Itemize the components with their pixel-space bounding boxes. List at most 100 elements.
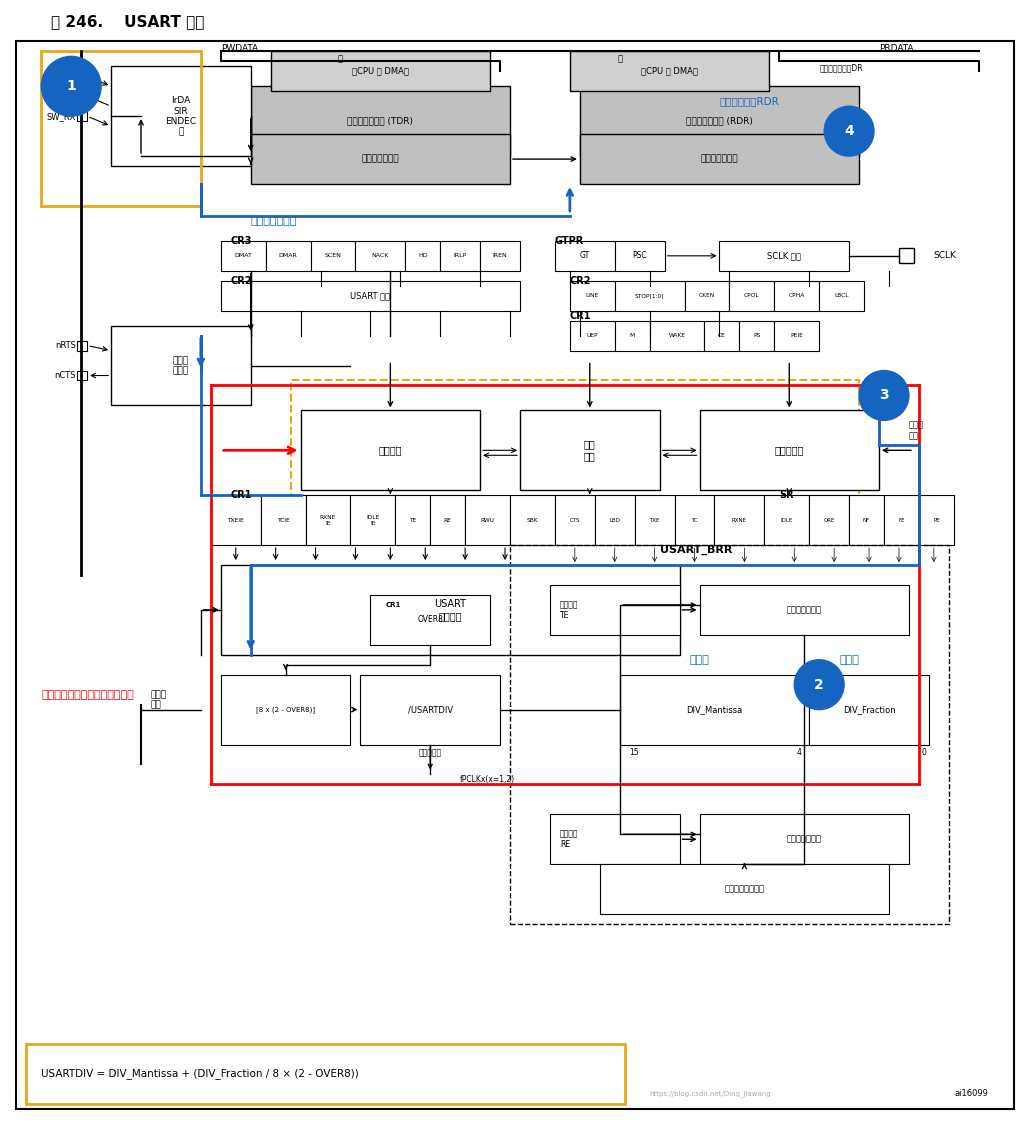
FancyBboxPatch shape [430, 495, 465, 544]
Text: 接收器速率控制: 接收器速率控制 [786, 835, 821, 844]
FancyBboxPatch shape [739, 321, 774, 351]
Text: IREN: IREN [492, 253, 508, 259]
Text: [8 x (2 - OVER8)]: [8 x (2 - OVER8)] [256, 706, 315, 713]
FancyBboxPatch shape [700, 411, 879, 490]
Text: TXEIE: TXEIE [227, 518, 245, 523]
FancyBboxPatch shape [615, 241, 665, 271]
FancyBboxPatch shape [261, 495, 305, 544]
Text: CR1: CR1 [385, 602, 400, 608]
Text: 小数位: 小数位 [839, 655, 859, 665]
Text: USART
中断控制: USART 中断控制 [434, 600, 466, 621]
Text: 整数位: 整数位 [689, 655, 709, 665]
Text: 传统波特率生成器: 传统波特率生成器 [724, 884, 765, 893]
Text: 发送移位寄存器: 发送移位寄存器 [361, 154, 399, 163]
FancyBboxPatch shape [510, 495, 555, 544]
Text: 发送数据寄存器 (TDR): 发送数据寄存器 (TDR) [348, 117, 414, 126]
Text: 写: 写 [337, 54, 343, 63]
FancyBboxPatch shape [221, 565, 679, 655]
FancyBboxPatch shape [77, 341, 87, 351]
Text: SR: SR [779, 490, 794, 501]
FancyBboxPatch shape [809, 495, 849, 544]
Text: TCIE: TCIE [277, 518, 290, 523]
Text: CTS: CTS [570, 518, 580, 523]
FancyBboxPatch shape [77, 91, 87, 101]
FancyBboxPatch shape [27, 1044, 624, 1104]
Text: SCLK: SCLK [934, 251, 957, 260]
Text: USART 地址: USART 地址 [350, 291, 390, 300]
FancyBboxPatch shape [311, 241, 355, 271]
Text: SCLK 控制: SCLK 控制 [768, 251, 801, 260]
FancyBboxPatch shape [570, 52, 769, 91]
FancyBboxPatch shape [77, 71, 87, 81]
FancyBboxPatch shape [714, 495, 765, 544]
FancyBboxPatch shape [774, 281, 819, 310]
FancyBboxPatch shape [819, 281, 864, 310]
Text: RXNE: RXNE [732, 518, 747, 523]
Text: 2: 2 [814, 677, 825, 692]
FancyBboxPatch shape [719, 241, 849, 271]
Text: 接收移位寄存器: 接收移位寄存器 [701, 154, 738, 163]
Text: SCEN: SCEN [324, 253, 342, 259]
Text: CPHA: CPHA [788, 294, 805, 298]
FancyBboxPatch shape [395, 495, 430, 544]
Text: IRLP: IRLP [453, 253, 466, 259]
Text: CR1: CR1 [231, 490, 252, 501]
FancyBboxPatch shape [265, 241, 311, 271]
FancyBboxPatch shape [620, 675, 809, 745]
Text: /USARTDIV: /USARTDIV [408, 705, 453, 714]
FancyBboxPatch shape [370, 595, 490, 645]
FancyBboxPatch shape [684, 281, 730, 310]
FancyBboxPatch shape [884, 495, 918, 544]
Text: 发送控制: 发送控制 [379, 446, 402, 456]
Text: PRDATA: PRDATA [879, 44, 913, 53]
Text: STOP[1:0]: STOP[1:0] [635, 294, 665, 298]
Text: CKEN: CKEN [699, 294, 715, 298]
FancyBboxPatch shape [406, 241, 441, 271]
Text: TX: TX [65, 72, 76, 81]
FancyBboxPatch shape [240, 66, 879, 186]
FancyBboxPatch shape [649, 321, 705, 351]
Text: 发送接收共用一个波特率发生器: 发送接收共用一个波特率发生器 [41, 690, 134, 700]
Text: 接收使能
RE: 接收使能 RE [560, 829, 578, 849]
Text: 接收器控制: 接收器控制 [775, 446, 804, 456]
FancyBboxPatch shape [730, 281, 774, 310]
FancyBboxPatch shape [580, 87, 859, 156]
Text: PS: PS [753, 333, 761, 339]
FancyBboxPatch shape [550, 814, 679, 864]
FancyBboxPatch shape [774, 321, 819, 351]
Text: TXE: TXE [649, 518, 659, 523]
FancyBboxPatch shape [594, 495, 635, 544]
Text: nCTS: nCTS [55, 371, 76, 380]
FancyBboxPatch shape [675, 495, 714, 544]
Text: OVER8: OVER8 [417, 615, 443, 624]
Text: fPCLKx(x=1,2): fPCLKx(x=1,2) [460, 775, 515, 784]
Text: ORE: ORE [824, 518, 835, 523]
FancyBboxPatch shape [300, 411, 480, 490]
Text: 0: 0 [922, 748, 927, 757]
FancyBboxPatch shape [17, 42, 1013, 1108]
FancyBboxPatch shape [111, 325, 251, 405]
FancyBboxPatch shape [111, 66, 251, 166]
FancyBboxPatch shape [77, 111, 87, 122]
Text: 4: 4 [797, 748, 802, 757]
FancyBboxPatch shape [765, 495, 809, 544]
FancyBboxPatch shape [635, 495, 675, 544]
Text: SW_RX: SW_RX [46, 111, 76, 120]
Text: RXNE
IE: RXNE IE [320, 515, 336, 525]
Text: CPOL: CPOL [744, 294, 760, 298]
Text: LBD: LBD [609, 518, 620, 523]
FancyBboxPatch shape [520, 411, 659, 490]
Text: TE: TE [409, 518, 416, 523]
Text: 图 246.    USART 框图: 图 246. USART 框图 [52, 14, 204, 29]
FancyBboxPatch shape [899, 248, 914, 263]
Text: SBK: SBK [526, 518, 539, 523]
Text: USART_BRR: USART_BRR [659, 544, 732, 555]
FancyBboxPatch shape [570, 321, 615, 351]
FancyBboxPatch shape [441, 241, 480, 271]
FancyBboxPatch shape [77, 370, 87, 380]
FancyBboxPatch shape [480, 241, 520, 271]
Text: 读: 读 [617, 54, 622, 63]
Text: GTPR: GTPR [555, 236, 584, 246]
FancyBboxPatch shape [211, 495, 261, 544]
FancyBboxPatch shape [615, 281, 684, 310]
